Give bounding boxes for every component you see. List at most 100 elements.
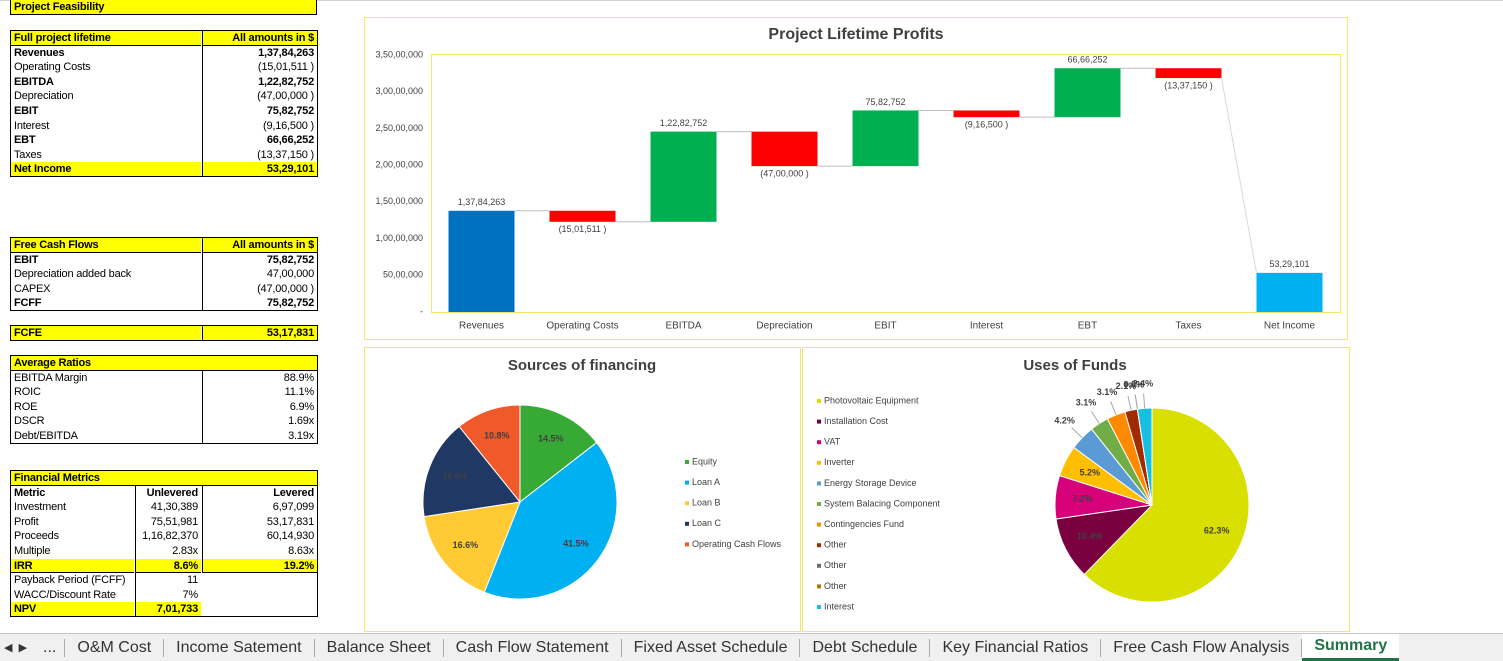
table-cell: Metric [14,486,46,499]
table-cell: 75,51,981 [135,514,201,530]
legend-label: Operating Cash Flows [692,539,782,549]
sheet-tab[interactable]: Balance Sheet [315,638,444,657]
pie-slice [483,441,618,600]
tab-scroll[interactable]: ◀ ▶ [4,642,28,654]
y-tick-label: 3,00,00,000 [375,86,423,96]
sheet-tab[interactable]: Fixed Asset Schedule [622,638,801,657]
legend-swatch [685,480,689,485]
data-label: 7.2% [1072,494,1093,504]
data-label: 4.2% [1054,415,1075,425]
tab-more[interactable]: ... [35,638,66,657]
table-cell: Payback Period (FCFF) [14,574,126,587]
legend-label: Inverter [824,457,855,467]
sheet-tabs: ◀ ▶ ... O&M Cost Income Satement Balance S… [0,633,1503,661]
bar [448,210,515,312]
x-tick-label: EBIT [874,321,896,332]
sheet-tab[interactable]: Debt Schedule [800,638,931,657]
table-cell: 88.9% [202,370,317,386]
table-cell: Taxes [14,148,42,161]
legend-label: Installation Cost [824,416,889,426]
table-cell: 6,97,099 [202,500,317,515]
data-label: 16.6% [453,540,479,550]
legend-swatch [817,543,821,548]
legend-label: Contingencies Fund [824,519,904,529]
y-tick-label: - [420,306,423,316]
table-cell: Net Income [11,162,201,177]
data-label: 66,66,252 [1067,55,1107,65]
x-tick-label: EBT [1078,321,1097,332]
table-cell: (9,16,500 ) [202,118,317,134]
legend-label: Loan B [692,498,721,508]
table-cell: EBITDA [14,75,54,88]
x-tick-label: Interest [970,321,1004,332]
table-cell: Investment [14,501,66,514]
legend-label: Other [824,560,847,570]
data-label: 75,82,752 [865,97,905,107]
bar [852,110,919,167]
table-cell: 8.6% [135,558,201,574]
x-tick-label: Revenues [459,321,504,332]
pie-slice [1083,407,1250,603]
legend-swatch [685,501,689,506]
data-label: 0.0% [1124,380,1145,390]
x-tick-label: Operating Costs [546,321,618,332]
table-cell: 75,82,752 [202,296,317,311]
legend-swatch [817,419,821,424]
table-cell: (47,00,000 ) [202,89,317,104]
table-cell: 60,14,930 [202,529,317,544]
data-label: (13,37,150 ) [1164,80,1213,90]
data-label: 41.5% [563,538,589,548]
legend-swatch [685,460,689,464]
data-label: 62.3% [1204,526,1230,536]
legend-swatch [685,521,689,526]
table-cell: 2.83x [135,544,201,559]
legend-swatch [817,460,821,465]
table-cell: 47,00,000 [202,267,317,282]
sheet-tab[interactable]: Free Cash Flow Analysis [1101,638,1303,657]
table-cell: (13,37,150 ) [202,147,317,163]
table-cell: 1,22,82,752 [202,74,317,90]
data-label: 14.5% [538,434,564,444]
legend-label: Photovoltaic Equipment [824,395,919,405]
y-tick-label: 1,50,00,000 [375,196,423,206]
charts-layer: Project Lifetime Profits - 50,00,000 1,00,0… [0,0,1503,632]
leader-line [1090,411,1100,424]
table-cell: Depreciation added back [14,268,132,281]
bar [1155,68,1222,79]
table-cell: All amounts in $ [202,31,317,46]
table-cell: 8.63x [202,544,317,559]
table-cell: 53,17,831 [202,326,317,341]
legend-swatch [817,502,821,506]
data-label: 53,29,101 [1269,259,1309,269]
chart-title: Uses of Funds [1023,357,1126,374]
sheet-tab[interactable]: Cash Flow Statement [444,638,622,657]
sheet-tab[interactable]: Key Financial Ratios [930,638,1102,657]
data-label: (15,01,511 ) [559,224,607,234]
table-cell: Average Ratios [11,356,317,371]
table-cell: Operating Costs [14,61,91,74]
table-cell: 53,29,101 [202,162,317,177]
sheet-tab[interactable]: O&M Cost [65,638,165,657]
chart-title: Sources of financing [508,357,656,374]
table-cell: NPV [11,602,134,617]
bar [650,131,717,222]
table-cell: Proceeds [14,530,59,543]
y-tick-label: 50,00,000 [383,270,423,280]
sheet-tab[interactable]: Summary [1302,634,1400,661]
pie-slice [458,404,521,504]
data-label: 5.2% [1080,468,1101,478]
table-cell: Unlevered [135,485,201,501]
table-cell: 1,16,82,370 [135,529,201,544]
table-cell: 66,66,252 [202,133,317,148]
connector [1221,77,1257,273]
table-cell: EBIT [14,105,39,117]
table-cell: 11.1% [202,385,317,400]
legend-label: Other [824,581,847,591]
table-cell: Interest [14,119,50,132]
x-tick-label: Taxes [1175,321,1201,332]
data-label: 0.0% [1124,380,1145,390]
bar [1054,68,1121,118]
legend-label: VAT [824,437,841,447]
y-tick-label: 2,00,00,000 [375,160,423,170]
sheet-tab[interactable]: Income Satement [164,638,315,657]
